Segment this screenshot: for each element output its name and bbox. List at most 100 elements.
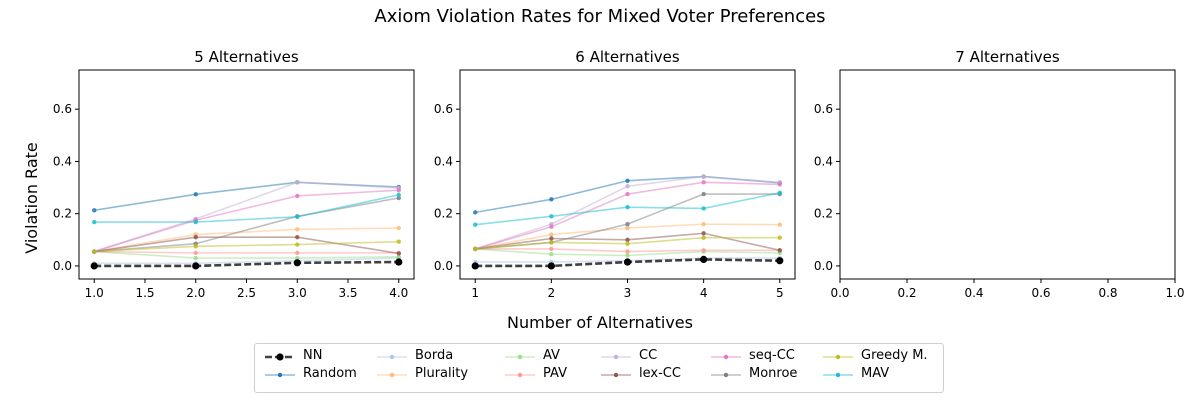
x-tick-label: 2 xyxy=(548,286,556,300)
data-point-nn xyxy=(547,262,555,270)
data-point-pav xyxy=(193,250,198,256)
data-point-mav xyxy=(473,222,478,227)
data-point-plurality xyxy=(701,221,706,227)
data-point-cc xyxy=(295,180,300,185)
data-point-mav xyxy=(701,206,706,211)
y-tick-label: 0.4 xyxy=(814,154,833,168)
data-point-seq-cc xyxy=(625,191,630,197)
data-point-pav xyxy=(701,248,706,253)
legend-swatch xyxy=(265,353,295,361)
data-point-lex-cc xyxy=(193,235,198,240)
x-tick-label: 1.0 xyxy=(85,286,104,300)
data-point-seq-cc xyxy=(777,182,782,187)
data-point-mav xyxy=(193,219,198,225)
data-point-lex-cc xyxy=(295,235,300,240)
data-point-mav xyxy=(396,192,401,198)
data-point-av xyxy=(295,255,300,261)
legend-swatch xyxy=(823,354,853,360)
series-line-mav xyxy=(94,194,399,223)
legend-label: AV xyxy=(543,348,560,363)
legend-swatch xyxy=(823,372,853,378)
data-point-av xyxy=(193,255,198,261)
y-tick-label: 0.0 xyxy=(53,259,72,273)
panel-2: 6 Alternatives 1 2 3 4 5 0.0 0.2 0.4 0.6 xyxy=(434,48,796,300)
data-point-av xyxy=(625,253,630,258)
legend-label: PAV xyxy=(543,366,567,381)
series-greedy-m xyxy=(92,239,401,254)
data-point-mav xyxy=(625,204,630,210)
plot-frame xyxy=(839,69,1176,280)
data-point-monroe xyxy=(625,221,630,227)
plot-frame xyxy=(78,69,415,280)
plot-frame xyxy=(459,69,796,280)
x-tick-label: 3.5 xyxy=(338,286,357,300)
legend-swatch xyxy=(505,372,535,378)
data-point-lex-cc xyxy=(701,231,706,236)
legend-swatch xyxy=(711,354,741,360)
data-point-seq-cc xyxy=(295,193,300,199)
data-point-seq-cc xyxy=(701,180,706,185)
legend-label: Borda xyxy=(415,348,454,363)
data-point-random xyxy=(549,197,554,202)
series-line-plurality xyxy=(94,227,399,253)
data-point-av xyxy=(549,251,554,257)
data-point-greedy-m xyxy=(625,241,630,246)
panel-1: 5 Alternatives 1.0 1.5 2.0 2.5 3.0 3.5 4.0 0.0 0.… xyxy=(53,48,415,300)
x-tick-label: 4.0 xyxy=(389,286,408,300)
data-point-mav xyxy=(549,214,554,219)
series-line-lex-cc xyxy=(94,236,399,255)
x-tick-label: 1.0 xyxy=(1165,286,1184,300)
data-point-greedy-m xyxy=(473,246,478,252)
y-tick-label: 0.4 xyxy=(434,154,453,168)
panel-title: 7 Alternatives xyxy=(955,48,1060,66)
figure-title: Axiom Violation Rates for Mixed Voter Pr… xyxy=(374,6,825,27)
data-point-nn xyxy=(700,255,708,264)
legend-label: seq-CC xyxy=(749,348,795,363)
series-line-monroe xyxy=(94,197,399,253)
data-point-plurality xyxy=(549,232,554,237)
y-tick-label: 0.0 xyxy=(434,259,453,273)
x-tick-label: 3 xyxy=(624,286,632,300)
data-point-random xyxy=(92,208,97,213)
data-point-nn xyxy=(90,262,98,270)
legend-swatch xyxy=(601,354,631,360)
panel-3: 7 Alternatives 0.0 0.2 0.4 0.6 0.8 1.0 0.0 0.2 0.… xyxy=(814,48,1185,300)
data-point-lex-cc xyxy=(625,237,630,243)
y-tick-label: 0.0 xyxy=(814,259,833,273)
legend-label: MAV xyxy=(861,366,890,381)
data-point-plurality xyxy=(396,225,401,231)
x-tick-label: 0.4 xyxy=(964,286,983,300)
data-point-lex-cc xyxy=(396,251,401,256)
x-tick-label: 0.2 xyxy=(897,286,916,300)
data-point-lex-cc xyxy=(777,248,782,253)
y-tick-label: 0.6 xyxy=(814,102,833,116)
series-line-nn xyxy=(94,260,399,268)
panel-title: 6 Alternatives xyxy=(575,48,680,66)
data-point-seq-cc xyxy=(549,224,554,229)
data-point-cc xyxy=(625,184,630,189)
data-point-plurality xyxy=(295,227,300,232)
legend-swatch xyxy=(265,372,295,378)
data-point-random xyxy=(473,210,478,215)
legend-swatch xyxy=(377,372,407,378)
series-pav xyxy=(92,249,401,256)
y-axis-label: Violation Rate xyxy=(22,142,41,254)
data-point-greedy-m xyxy=(92,249,97,254)
series-line-pav xyxy=(94,250,399,254)
legend-label: lex-CC xyxy=(639,366,681,381)
data-point-greedy-m xyxy=(396,239,401,244)
data-point-pav xyxy=(295,250,300,256)
legend-label: Monroe xyxy=(749,366,798,381)
data-point-greedy-m xyxy=(701,235,706,240)
legend-swatch xyxy=(505,354,535,360)
data-point-mav xyxy=(777,190,782,195)
x-tick-label: 2.5 xyxy=(237,286,256,300)
data-point-cc xyxy=(701,174,706,179)
x-tick-label: 1.5 xyxy=(135,286,154,300)
data-point-nn xyxy=(192,262,200,270)
legend-label: Random xyxy=(303,366,357,381)
legend-label: NN xyxy=(303,348,323,363)
x-tick-label: 2.0 xyxy=(186,286,205,300)
y-tick-label: 0.2 xyxy=(814,207,833,221)
data-point-random xyxy=(193,192,198,197)
